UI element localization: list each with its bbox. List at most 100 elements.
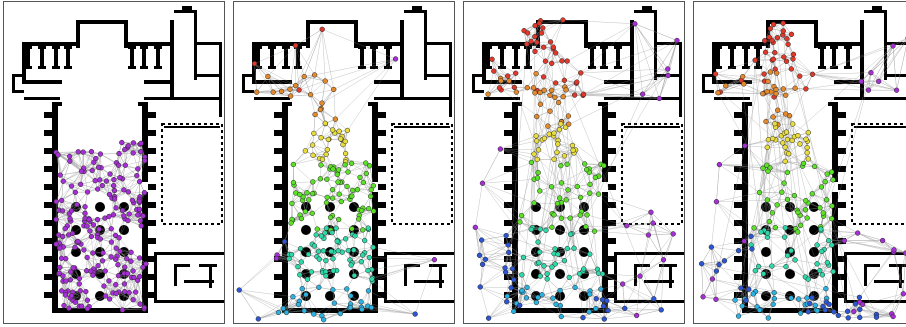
graph-edge — [564, 72, 581, 88]
graph-edge — [314, 29, 323, 75]
graph-node — [368, 304, 375, 311]
graph-edge — [534, 92, 537, 117]
floorplan-graph-1 — [12, 6, 224, 313]
graph-node — [358, 299, 364, 305]
graph-node — [80, 149, 86, 155]
graph-edge — [551, 227, 571, 235]
graph-node — [126, 290, 132, 296]
graph-node — [106, 278, 112, 284]
graph-edge — [258, 312, 287, 320]
graph-edge — [561, 182, 567, 200]
graph-node — [125, 217, 131, 224]
graph-edge — [298, 304, 323, 316]
graph-node — [348, 293, 354, 299]
graph-node — [69, 230, 76, 237]
graph-edge — [256, 85, 296, 93]
graph-edge — [299, 301, 314, 315]
graph-node — [323, 151, 329, 158]
graph-edge — [353, 247, 374, 251]
graph-edge — [310, 74, 315, 95]
graph-node — [308, 269, 315, 275]
graph-edge — [561, 169, 587, 184]
graph-node — [132, 289, 139, 295]
graph-edge — [118, 220, 129, 238]
graph-node — [119, 207, 126, 214]
graph-node — [82, 210, 88, 216]
graph-node — [78, 303, 85, 309]
graph-node — [62, 225, 68, 232]
graph-edge — [125, 160, 145, 166]
graph-edge — [101, 162, 117, 168]
graph-edge — [122, 168, 138, 179]
graph-edge — [118, 152, 134, 166]
graph-node — [323, 257, 329, 264]
graph-edge — [63, 161, 71, 182]
graph-node — [331, 300, 338, 306]
graph-node — [119, 307, 126, 313]
graph-edge — [58, 210, 68, 226]
graph-node — [295, 263, 301, 270]
graph-node — [142, 157, 148, 164]
graph-node — [309, 142, 316, 148]
graph-edge — [564, 72, 581, 81]
graph-edge — [323, 303, 335, 320]
graph-edge — [334, 302, 351, 305]
graph-node — [84, 306, 91, 312]
graph-edge — [288, 258, 300, 275]
graph-node — [330, 287, 336, 293]
graph-edge — [321, 58, 396, 104]
graph-node — [311, 72, 318, 78]
graph-edge — [299, 80, 326, 91]
graph-node — [336, 216, 342, 223]
graph-edge — [542, 27, 551, 43]
graph-edge — [273, 85, 296, 93]
graph-edge — [361, 309, 416, 315]
graph-node — [275, 309, 282, 316]
graph-edge — [589, 231, 595, 255]
graph-edge — [556, 145, 573, 153]
graph-node — [348, 160, 355, 166]
graph-node — [89, 167, 95, 174]
graph-node — [137, 218, 144, 224]
graph-edge — [69, 156, 84, 169]
graph-edge — [487, 80, 501, 95]
graph-node — [280, 305, 286, 312]
graph-node — [297, 272, 303, 278]
graph-node — [57, 264, 63, 271]
graph-node — [99, 182, 105, 189]
graph-node — [83, 288, 89, 295]
graph-edge — [75, 171, 82, 193]
graph-edge — [561, 95, 584, 122]
graph-edge — [333, 89, 336, 120]
graph-edge — [115, 218, 125, 236]
graph-edge — [310, 94, 316, 115]
graph-edge — [577, 186, 599, 195]
graph-node — [99, 258, 106, 264]
graph-edge — [332, 289, 351, 297]
graph-edge — [136, 160, 145, 176]
graph-edge — [560, 150, 574, 166]
graph-edge — [510, 116, 537, 288]
graph-edge — [354, 275, 373, 279]
graph-node — [359, 207, 365, 214]
graph-edge — [487, 71, 494, 95]
graph-edge — [118, 237, 132, 253]
graph-edge — [293, 158, 320, 165]
graph-node — [113, 205, 119, 211]
graph-edge — [83, 171, 88, 193]
graph-edge — [534, 159, 538, 180]
graph-node — [286, 255, 292, 262]
graph-edge — [322, 29, 326, 82]
graph-edge — [267, 45, 296, 77]
graph-node — [63, 278, 69, 284]
graph-edge — [132, 181, 140, 201]
graph-node — [106, 296, 113, 302]
graph-node — [357, 174, 363, 181]
graph-edge — [564, 61, 568, 81]
graph-node — [328, 248, 334, 255]
graph-node — [94, 216, 101, 223]
graph-node — [141, 189, 148, 196]
graph-edge — [312, 202, 327, 214]
graph-node — [363, 160, 369, 166]
graph-nodes — [236, 26, 438, 323]
